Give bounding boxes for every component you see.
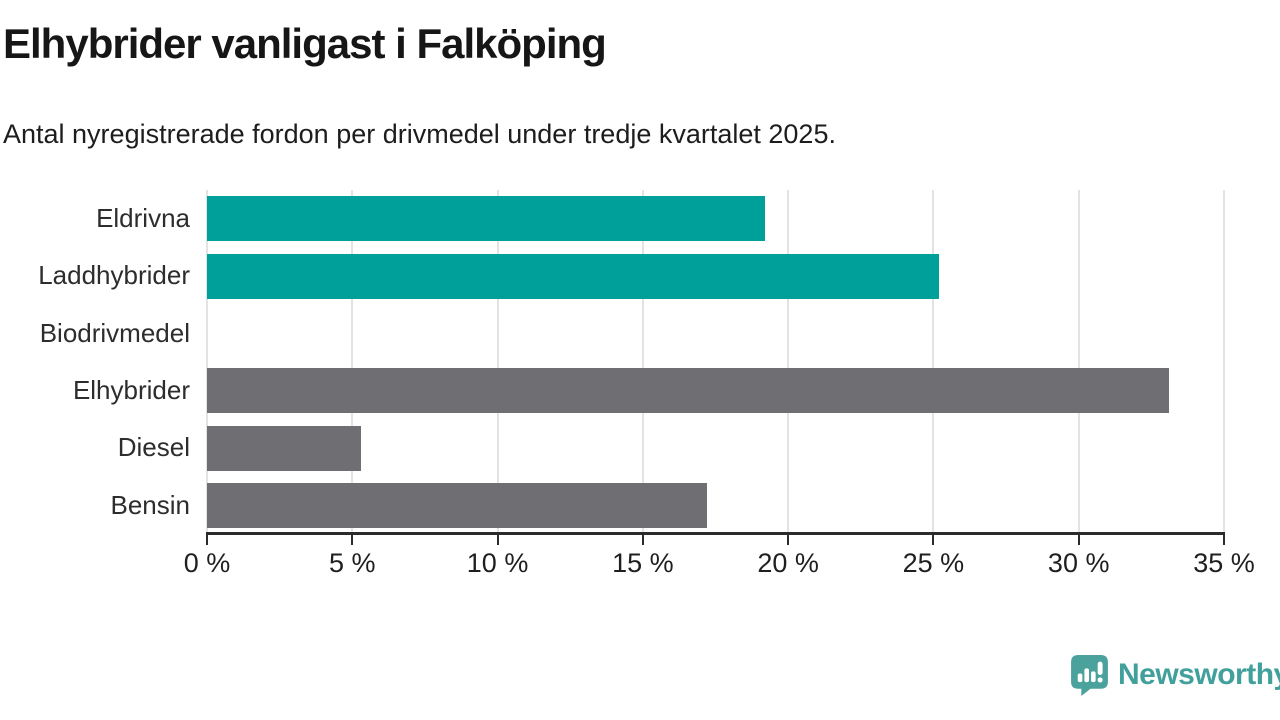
- x-tick-label: 20 %: [757, 548, 819, 578]
- x-tick-label: 15 %: [612, 548, 674, 578]
- x-tick: [496, 533, 499, 545]
- gridline: [1077, 190, 1080, 534]
- bar: [207, 368, 1169, 414]
- x-tick: [206, 533, 208, 545]
- gridline: [206, 190, 208, 534]
- gridline: [1223, 190, 1225, 534]
- x-tick-label: 0 %: [183, 548, 231, 578]
- bar: [207, 196, 765, 242]
- x-tick: [932, 533, 935, 545]
- category-label: Laddhybrider: [38, 260, 190, 291]
- x-tick-label: 30 %: [1047, 548, 1110, 578]
- category-label: Diesel: [117, 432, 190, 463]
- x-tick-label: 5 %: [329, 548, 376, 578]
- x-tick: [641, 533, 644, 545]
- gridline: [351, 190, 354, 534]
- x-axis-line: [206, 532, 1225, 535]
- gridline: [641, 190, 644, 534]
- x-tick-label: 10 %: [466, 548, 529, 578]
- gridline: [787, 190, 790, 534]
- gridline: [496, 190, 499, 534]
- x-tick-label: 25 %: [902, 548, 965, 578]
- gridline: [932, 190, 935, 534]
- category-label: Biodrivmedel: [39, 317, 190, 348]
- x-tick: [351, 533, 354, 545]
- x-tick: [787, 533, 790, 545]
- plot-area: [206, 190, 1225, 534]
- page-subtitle: Antal nyregistrerade fordon per drivmede…: [3, 119, 836, 149]
- x-tick: [1077, 533, 1080, 545]
- x-tick-label: 35 %: [1193, 548, 1255, 578]
- category-label: Bensin: [110, 489, 191, 520]
- bar: [207, 425, 361, 471]
- brand-footer: Newsworthy: [1070, 653, 1280, 697]
- newsworthy-speech-bubble-chart-icon: [1070, 654, 1109, 697]
- category-label: Elhybrider: [72, 375, 190, 406]
- x-tick: [1223, 533, 1225, 545]
- page-title: Elhybrider vanligast i Falköping: [3, 20, 607, 67]
- bar: [207, 482, 707, 528]
- bar: [207, 253, 940, 299]
- category-label: Eldrivna: [96, 203, 190, 234]
- brand-name: Newsworthy: [1118, 658, 1280, 691]
- y-axis-labels: Eldrivna Laddhybrider Biodrivmedel Elhybrid…: [0, 190, 190, 534]
